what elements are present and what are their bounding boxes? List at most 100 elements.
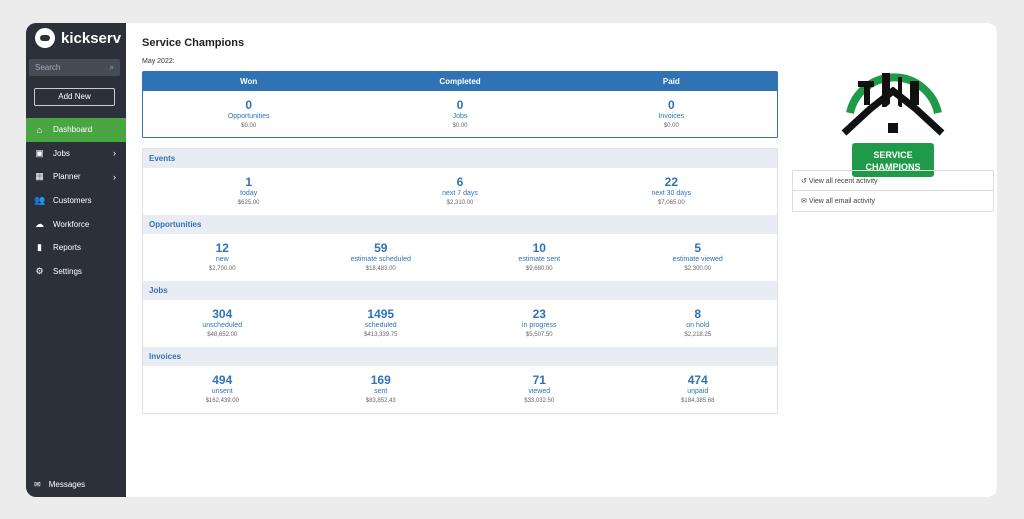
summary-header-completed: Completed — [439, 77, 481, 86]
stat-count: 22 — [664, 175, 678, 189]
stat-label: today — [240, 190, 258, 197]
stat-label: viewed — [528, 388, 551, 395]
summary-stat-opportunities[interactable]: 0 Opportunities $0.00 — [143, 91, 354, 129]
stat-amount: $33,032.50 — [524, 398, 555, 404]
stat-estimate-sent[interactable]: 10 estimate sent $9,680.00 — [460, 234, 619, 281]
stat-label: estimate sent — [518, 256, 561, 263]
stat-count: 10 — [532, 241, 546, 255]
planner-icon: ▦ — [35, 171, 44, 182]
summary-stat-jobs[interactable]: 0 Jobs $0.00 — [354, 91, 565, 129]
history-icon: ↺ — [801, 178, 809, 185]
search-input[interactable]: Search ⌕ — [29, 59, 120, 76]
sidebar-item-dashboard[interactable]: ⌂ Dashboard — [26, 118, 126, 142]
stat-label: on hold — [686, 322, 710, 329]
stat-today[interactable]: 1 today $625.00 — [143, 168, 354, 215]
stat-next-30-days[interactable]: 22 next 30 days $7,065.00 — [566, 168, 777, 215]
activity-links: ↺ View all recent activity ✉ View all em… — [792, 170, 994, 212]
stat-unpaid[interactable]: 474 unpaid $184,385.68 — [619, 366, 778, 413]
envelope-icon: ✉ — [801, 198, 809, 205]
sidebar-item-settings[interactable]: ⚙ Settings — [26, 260, 126, 284]
stat-estimate-viewed[interactable]: 5 estimate viewed $2,300.00 — [619, 234, 778, 281]
section-header-invoices: Invoices — [143, 347, 777, 366]
stat-unsent[interactable]: 494 unsent $162,439.00 — [143, 366, 302, 413]
svg-text:SERVICE: SERVICE — [873, 150, 912, 160]
stat-label: unscheduled — [202, 322, 243, 329]
section-header-events: Events — [143, 149, 777, 168]
stat-label: in progress — [521, 322, 557, 329]
stat-viewed[interactable]: 71 viewed $33,032.50 — [460, 366, 619, 413]
stat-count: 12 — [215, 241, 229, 255]
view-recent-activity-link[interactable]: ↺ View all recent activity — [793, 171, 993, 191]
stat-new[interactable]: 12 new $2,700.00 — [143, 234, 302, 281]
stat-label: next 7 days — [442, 190, 478, 197]
stat-amount: $18,483.00 — [365, 266, 396, 272]
sidebar-nav: ⌂ Dashboard ▣ Jobs › ▦ Planner › 👥 Customers ☁ Work… — [26, 118, 126, 283]
sidebar-item-messages[interactable]: ✉ Messages — [34, 480, 85, 489]
settings-label: Settings — [53, 266, 82, 276]
stat-in-progress[interactable]: 23 in progress $5,507.50 — [460, 300, 619, 347]
stat-amount: $7,065.00 — [657, 200, 685, 206]
sidebar-item-customers[interactable]: 👥 Customers — [26, 189, 126, 213]
stat-amount: $2,300.00 — [684, 266, 712, 272]
stat-scheduled[interactable]: 1495 scheduled $413,339.75 — [302, 300, 461, 347]
page-title: Service Champions — [142, 37, 245, 49]
stat-label: estimate scheduled — [350, 256, 411, 263]
stat-estimate-scheduled[interactable]: 59 estimate scheduled $18,483.00 — [302, 234, 461, 281]
stat-amount: $2,218.25 — [684, 332, 712, 338]
logo-icon — [35, 28, 55, 48]
stat-amount: $2,700.00 — [208, 266, 236, 272]
view-email-activity-link[interactable]: ✉ View all email activity — [793, 191, 993, 211]
stat-count: 1 — [245, 175, 252, 189]
stat-label: unsent — [211, 388, 233, 395]
stat-label: Invoices — [658, 113, 685, 120]
stat-next-7-days[interactable]: 6 next 7 days $2,310.00 — [354, 168, 565, 215]
search-placeholder: Search — [35, 63, 61, 72]
stat-count: 5 — [694, 241, 702, 255]
stat-amount: $5,507.50 — [525, 332, 553, 338]
stat-amount: $413,339.75 — [364, 332, 398, 338]
stat-count: 0 — [667, 98, 675, 112]
stat-count: 494 — [212, 373, 233, 387]
svg-text:CHAMPIONS: CHAMPIONS — [865, 162, 920, 172]
stat-label: new — [215, 256, 229, 263]
summary-stat-invoices[interactable]: 0 Invoices $0.00 — [566, 91, 777, 129]
stat-count: 304 — [212, 307, 233, 321]
sidebar-item-reports[interactable]: ▮ Reports — [26, 236, 126, 260]
sidebar: kickserv Search ⌕ Add New ⌂ Dashboard ▣ Jobs… — [26, 23, 126, 497]
stat-count: 23 — [532, 307, 546, 321]
monthly-summary: Won Completed Paid 0 Opportunities $0.00 0 Job… — [142, 71, 778, 138]
settings-icon: ⚙ — [35, 265, 44, 276]
stat-count: 0 — [456, 98, 464, 112]
add-new-button[interactable]: Add New — [34, 88, 115, 106]
stat-unscheduled[interactable]: 304 unscheduled $48,652.00 — [143, 300, 302, 347]
stat-label: sent — [374, 388, 388, 395]
stat-label: next 30 days — [651, 190, 692, 197]
chevron-right-icon: › — [113, 148, 116, 159]
stat-on-hold[interactable]: 8 on hold $2,218.25 — [619, 300, 778, 347]
stat-count: 0 — [245, 98, 252, 112]
reports-icon: ▮ — [37, 242, 42, 253]
recent-activity-label: View all recent activity — [808, 178, 878, 185]
email-activity-label: View all email activity — [808, 198, 875, 205]
stat-count: 169 — [370, 373, 391, 387]
jobs-label: Jobs — [53, 148, 70, 158]
sidebar-item-workforce[interactable]: ☁ Workforce — [26, 212, 126, 236]
kickserv-logo[interactable]: kickserv — [35, 28, 121, 48]
customers-icon: 👥 — [34, 195, 46, 206]
dashboard-icon: ⌂ — [36, 124, 43, 135]
brand-name: kickserv — [61, 29, 122, 47]
stat-amount: $162,439.00 — [205, 398, 239, 404]
stat-sent[interactable]: 169 sent $83,852.43 — [302, 366, 461, 413]
stat-count: 71 — [532, 373, 546, 387]
stat-label: scheduled — [364, 322, 397, 329]
stat-count: 8 — [694, 307, 702, 321]
company-logo: SERVICE CHAMPIONS — [841, 73, 945, 177]
workforce-icon: ☁ — [35, 218, 44, 229]
sidebar-item-jobs[interactable]: ▣ Jobs › — [26, 142, 126, 166]
stat-amount: $48,652.00 — [207, 332, 238, 338]
section-header-jobs: Jobs — [143, 281, 777, 300]
workforce-label: Workforce — [53, 219, 90, 229]
sidebar-item-planner[interactable]: ▦ Planner › — [26, 165, 126, 189]
section-row-opportunities: 12 new $2,700.00 59 estimate scheduled $18,48… — [143, 234, 777, 281]
section-row-jobs: 304 unscheduled $48,652.00 1495 scheduled $41… — [143, 300, 777, 347]
